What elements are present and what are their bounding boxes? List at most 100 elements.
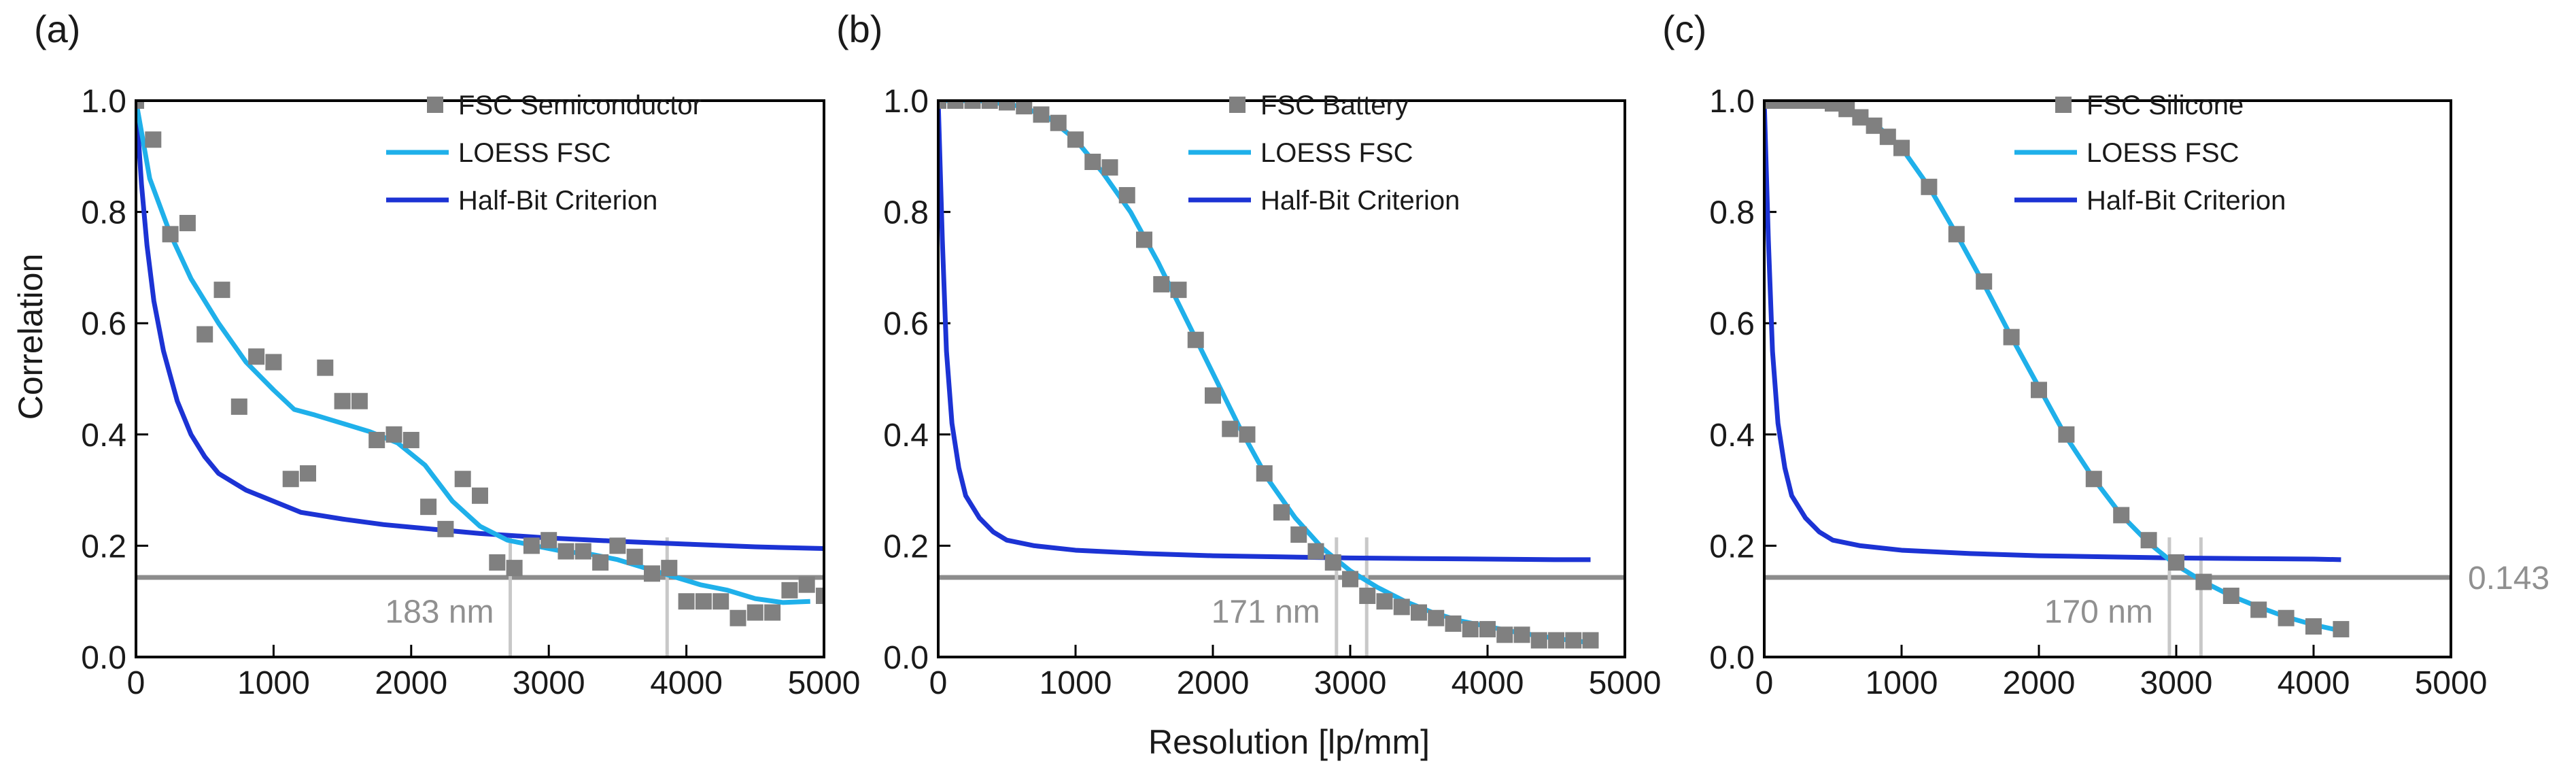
- fsc-point: [145, 131, 162, 148]
- fsc-point: [1565, 632, 1582, 649]
- fsc-point: [248, 348, 265, 365]
- fsc-point: [1307, 543, 1324, 560]
- fsc-point: [437, 520, 454, 537]
- fsc-point: [2058, 426, 2075, 443]
- fsc-point: [402, 431, 419, 448]
- fsc-point: [540, 532, 557, 549]
- x-tick-label: 2000: [1177, 665, 1250, 701]
- y-tick-label: 0.2: [81, 528, 126, 565]
- x-tick-label: 1000: [237, 665, 310, 701]
- fsc-point: [317, 359, 334, 376]
- fsc-point: [816, 588, 824, 605]
- legend-halfbit-label: Half-Bit Criterion: [2086, 186, 2286, 216]
- fsc-point: [1101, 159, 1118, 176]
- fsc-point: [1797, 101, 1814, 109]
- fsc-point: [938, 101, 946, 109]
- fsc-point: [1879, 129, 1896, 146]
- fsc-point: [781, 582, 798, 599]
- fsc-point: [2140, 532, 2157, 549]
- y-tick-label: 0.2: [883, 528, 929, 565]
- y-tick-label: 0.4: [883, 418, 929, 454]
- plot-frame: [135, 99, 825, 658]
- fsc-point: [265, 354, 282, 371]
- fsc-point: [592, 554, 609, 571]
- fsc-point: [1948, 226, 1965, 243]
- y-tick-label: 0.6: [1709, 306, 1755, 342]
- fsc-point: [489, 554, 506, 571]
- x-tick-label: 5000: [1589, 665, 1662, 701]
- fsc-point: [746, 604, 763, 621]
- fsc-point: [1921, 178, 1938, 195]
- fsc-point: [2278, 609, 2295, 626]
- plot-area: [938, 101, 1625, 657]
- x-tick-label: 0: [1755, 665, 1774, 701]
- half-bit-curve: [136, 101, 824, 551]
- fsc-point: [334, 392, 351, 409]
- y-tick-label: 0.0: [1709, 640, 1755, 676]
- x-tick-label: 3000: [1314, 665, 1387, 701]
- y-tick-label: 0.6: [883, 306, 929, 342]
- fsc-point: [1256, 465, 1273, 482]
- loess-fsc-curve: [1764, 101, 2342, 633]
- fsc-point: [454, 471, 471, 488]
- chart-panel-1: (b) 0 1000 2000 3000 4000 5000 0.0 0.2 0.4 0.6 0.8 1…: [836, 7, 1661, 701]
- fsc-point: [557, 543, 574, 560]
- fsc-point: [1342, 571, 1358, 588]
- fsc-point: [1462, 621, 1479, 638]
- fsc-point: [1222, 420, 1239, 437]
- fsc-point: [1770, 101, 1787, 109]
- half-bit-curve: [938, 101, 1591, 562]
- x-tick-label: 2000: [375, 665, 447, 701]
- fsc-point: [574, 543, 591, 560]
- fsc-point: [1273, 504, 1290, 521]
- fsc-point: [1170, 282, 1187, 299]
- plot-frame: [1763, 99, 2452, 658]
- x-tick-label: 3000: [2140, 665, 2213, 701]
- fsc-point: [230, 398, 247, 415]
- chart-panel-0: (a) 0 1000 2000 3000 4000 5000 0.0 0.2 0.4 0.6 0.8 1…: [34, 7, 860, 701]
- legend-fsc-swatch: [1229, 97, 1246, 113]
- legend-fsc-swatch: [427, 97, 443, 113]
- fsc-point: [626, 548, 643, 565]
- fsc-point: [1393, 599, 1410, 616]
- x-tick-label: 1000: [1866, 665, 1938, 701]
- plot-area: [136, 101, 824, 657]
- fsc-point: [1825, 101, 1841, 112]
- fsc-point: [2305, 618, 2322, 635]
- fsc-point: [1513, 626, 1530, 643]
- plot-frame: [937, 99, 1626, 658]
- half-bit-curve: [1764, 101, 2341, 562]
- fsc-point: [385, 426, 402, 443]
- fsc-point: [1050, 114, 1067, 131]
- x-tick-label: 1000: [1040, 665, 1112, 701]
- resolution-annotation: 170 nm: [2044, 594, 2153, 630]
- legend-fsc-label: FSC Silicone: [2086, 90, 2244, 120]
- fsc-point: [1016, 101, 1033, 115]
- fsc-point: [2085, 471, 2102, 488]
- fsc-point: [999, 101, 1015, 111]
- fsc-point: [1187, 331, 1204, 348]
- fsc-point: [1136, 231, 1152, 248]
- fsc-point: [661, 560, 678, 577]
- legend-halfbit-label: Half-Bit Criterion: [458, 186, 657, 216]
- fsc-point: [351, 392, 368, 409]
- fsc-point: [136, 101, 144, 109]
- fsc-point: [2168, 554, 2184, 571]
- fsc-point: [1033, 106, 1050, 123]
- threshold-value-label: 0.143: [2468, 560, 2549, 596]
- x-tick-label: 4000: [650, 665, 723, 701]
- resolution-annotation: 183 nm: [385, 594, 494, 630]
- x-tick-label: 5000: [2415, 665, 2488, 701]
- fsc-point: [1376, 593, 1393, 610]
- fsc-point: [1866, 117, 1883, 134]
- legend: FSC Semiconductor LOESS FSC Half-Bit Crite…: [386, 90, 702, 216]
- fsc-point: [420, 499, 437, 516]
- fsc-point: [798, 576, 815, 593]
- x-axis-label: Resolution [lp/mm]: [1148, 723, 1430, 761]
- fsc-point: [2113, 507, 2130, 524]
- legend: FSC Silicone LOESS FSC Half-Bit Criterion: [2014, 90, 2286, 216]
- fsc-point: [1428, 609, 1445, 626]
- panel-label: (b): [836, 7, 882, 50]
- y-tick-label: 0.8: [81, 195, 126, 231]
